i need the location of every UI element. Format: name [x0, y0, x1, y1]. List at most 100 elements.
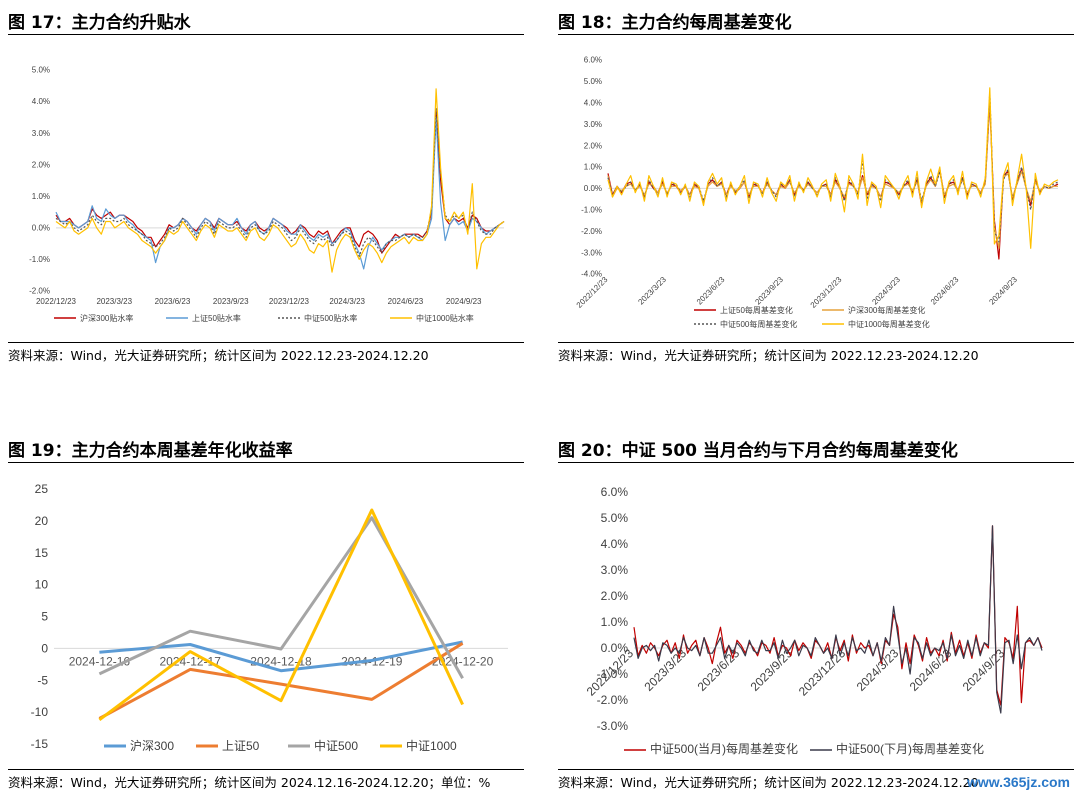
- title-rule: [558, 462, 1074, 463]
- series-line-3: [55, 88, 505, 273]
- y-tick-label: 5.0%: [32, 66, 50, 75]
- y-tick-label: -1.0%: [597, 667, 629, 681]
- title-rule: [558, 34, 1074, 35]
- chart-svg: 6.0% 5.0% 4.0% 3.0% 2.0% 1.0% 0.0% -1.0% -2.0% -3…: [584, 485, 1043, 756]
- series-line-3: [98, 508, 464, 721]
- legend-label: 上证50: [222, 739, 260, 753]
- legend-label: 沪深300每周基差变化: [848, 305, 925, 315]
- legend-label: 中证500(下月)每周基差变化: [836, 741, 984, 756]
- legend-label: 中证1000贴水率: [416, 313, 474, 323]
- y-tick-label: 3.0%: [584, 120, 602, 129]
- chart-panel-fig19: 图 19：主力合约本周基差年化收益率 25 20 15 10 5 0 -5 -10 -15 202…: [8, 436, 524, 792]
- y-tick-label: -2.0%: [29, 287, 50, 296]
- y-tick-label: 6.0%: [601, 485, 629, 499]
- y-tick-label: -3.0%: [581, 248, 602, 257]
- series-line-1: [633, 525, 1043, 714]
- x-tick-label: 2024/3/23: [854, 646, 902, 694]
- y-tick-label: 2.0%: [32, 160, 50, 169]
- y-tick-label: 4.0%: [32, 97, 50, 106]
- legend-label: 中证500: [314, 738, 358, 753]
- series-line-1: [98, 642, 464, 720]
- y-tick-label: 1.0%: [584, 163, 602, 172]
- y-tick-label: 3.0%: [601, 563, 629, 577]
- y-tick-label: -5: [37, 673, 48, 687]
- legend-label: 沪深300: [130, 739, 174, 753]
- y-tick-label: -2.0%: [597, 693, 629, 707]
- x-tick-label: 2024/3/23: [329, 297, 365, 306]
- legend-label: 中证500(当月)每周基差变化: [650, 741, 798, 756]
- y-tick-label: 0.0%: [584, 184, 602, 193]
- y-tick-label: 5.0%: [601, 511, 629, 525]
- y-tick-label: -1.0%: [29, 255, 50, 264]
- y-tick-label: 2.0%: [584, 141, 602, 150]
- source-note: 资料来源：Wind，光大证券研究所；统计区间为 2022.12.23-2024.…: [558, 348, 979, 363]
- series-line-1: [55, 116, 505, 270]
- y-tick-label: 15: [35, 546, 49, 560]
- y-tick-label: 1.0%: [32, 192, 50, 201]
- y-tick-label: 0.0%: [601, 641, 629, 655]
- x-tick-label: 2024/3/23: [870, 275, 902, 307]
- panel-title: 图 20：中证 500 当月合约与下月合约每周基差变化: [558, 441, 958, 461]
- chart-panel-fig18: 图 18：主力合约每周基差变化 6.0% 5.0% 4.0% 3.0% 2.0% 1.0%…: [558, 8, 1074, 368]
- legend-label: 中证500贴水率: [304, 313, 357, 323]
- y-tick-label: 4.0%: [584, 98, 602, 107]
- legend-label: 中证1000每周基差变化: [848, 319, 930, 329]
- legend-label: 中证500每周基差变化: [720, 319, 797, 329]
- x-tick-label: 2024/6/23: [929, 275, 961, 307]
- chart-svg: 5.0% 4.0% 3.0% 2.0% 1.0% 0.0% -1.0% -2.0%2022/1…: [29, 66, 505, 323]
- y-tick-label: 3.0%: [32, 129, 50, 138]
- watermark: www.365jz.com: [967, 774, 1070, 790]
- x-tick-label: 2023/9/23: [748, 646, 796, 694]
- series-line-2: [98, 516, 464, 680]
- legend-label: 中证1000: [406, 738, 457, 753]
- y-tick-label: -10: [31, 705, 49, 719]
- chart-panel-fig17: 图 17：主力合约升贴水 5.0% 4.0% 3.0% 2.0% 1.0% 0.0% -1.…: [8, 8, 524, 368]
- x-tick-label: 2024/9/23: [960, 646, 1008, 694]
- x-tick-label: 2023/6/23: [695, 275, 727, 307]
- y-tick-label: 1.0%: [601, 615, 629, 629]
- y-tick-label: -4.0%: [581, 270, 602, 279]
- x-tick-label: 2022/12/23: [36, 297, 77, 306]
- y-tick-label: 4.0%: [601, 537, 629, 551]
- x-tick-label: 2024-12-16: [69, 654, 131, 668]
- panel-title: 图 19：主力合约本周基差年化收益率: [8, 441, 293, 461]
- x-tick-label: 2024/6/23: [388, 297, 424, 306]
- x-tick-label: 2024/9/23: [987, 275, 1019, 307]
- x-tick-label: 2023/6/23: [155, 297, 191, 306]
- source-rule: [8, 342, 524, 343]
- legend-label: 沪深300贴水率: [80, 313, 133, 323]
- panel-title: 图 18：主力合约每周基差变化: [558, 13, 792, 33]
- x-tick-label: 2023/12/23: [269, 297, 310, 306]
- y-tick-label: 25: [35, 482, 49, 496]
- source-rule: [8, 769, 524, 770]
- y-tick-label: -3.0%: [597, 719, 629, 733]
- source-note: 资料来源：Wind，光大证券研究所；统计区间为 2022.12.23-2024.…: [8, 348, 429, 363]
- x-tick-label: 2023/3/23: [636, 275, 668, 307]
- x-tick-label: 2023/12/23: [809, 275, 844, 310]
- source-rule: [558, 769, 1074, 770]
- legend-label: 上证50贴水率: [192, 313, 241, 323]
- x-tick-label: 2023/3/23: [642, 646, 690, 694]
- title-rule: [8, 462, 524, 463]
- chart-svg: 6.0% 5.0% 4.0% 3.0% 2.0% 1.0% 0.0% -1.0% -2.0% -3…: [575, 56, 1059, 329]
- y-tick-label: 5.0%: [584, 77, 602, 86]
- x-tick-label: 2023/9/23: [213, 297, 249, 306]
- legend-label: 上证50每周基差变化: [720, 305, 793, 315]
- y-tick-label: 0: [41, 641, 48, 655]
- source-note: 资料来源：Wind，光大证券研究所；统计区间为 2022.12.23-2024.…: [558, 775, 979, 790]
- y-tick-label: 10: [35, 578, 49, 592]
- x-tick-label: 2023/6/23: [695, 646, 743, 694]
- x-tick-label: 2023/3/23: [96, 297, 132, 306]
- panel-title: 图 17：主力合约升贴水: [8, 13, 191, 33]
- title-rule: [8, 34, 524, 35]
- source-note: 资料来源：Wind，光大证券研究所；统计区间为 2024.12.16-2024.…: [8, 775, 491, 790]
- chart-panel-fig20: 图 20：中证 500 当月合约与下月合约每周基差变化 6.0% 5.0% 4.0%…: [558, 436, 1074, 792]
- y-tick-label: 0.0%: [32, 224, 50, 233]
- x-tick-label: 2024-12-20: [432, 654, 494, 668]
- y-tick-label: 20: [35, 514, 49, 528]
- y-tick-label: 2.0%: [601, 589, 629, 603]
- x-tick-label: 2022/12/23: [575, 275, 610, 310]
- x-tick-label: 2024/9/23: [446, 297, 482, 306]
- y-tick-label: 5: [41, 610, 48, 624]
